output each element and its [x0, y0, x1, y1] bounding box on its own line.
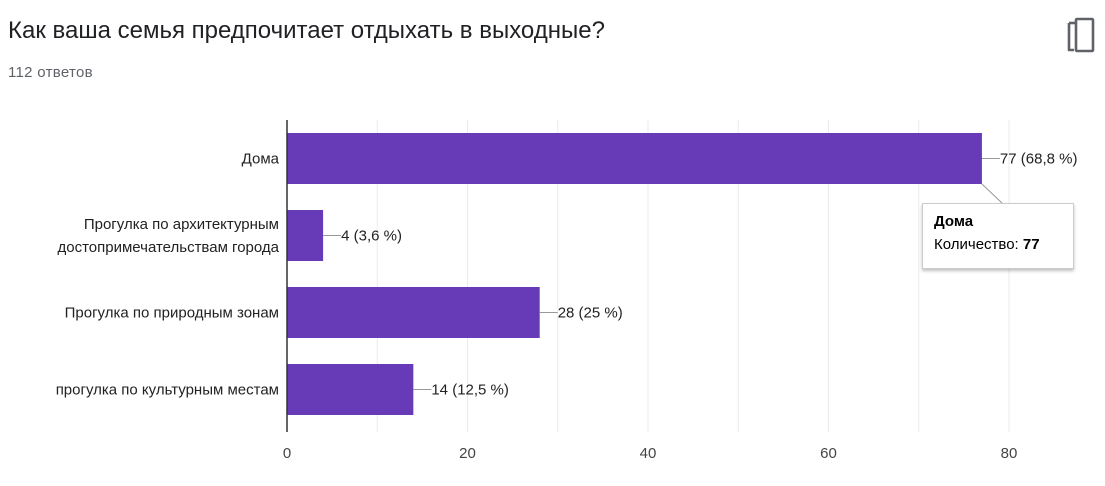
x-tick-label: 20	[459, 445, 476, 462]
response-count: 112 ответов	[8, 64, 93, 81]
x-tick-label: 0	[283, 445, 291, 462]
category-label: прогулка по культурным местам	[56, 382, 279, 399]
tooltip-title: Дома	[934, 213, 974, 230]
category-label: достопримечательствам города	[57, 239, 279, 256]
bar	[287, 287, 540, 338]
category-label: Прогулка по природным зонам	[65, 305, 279, 322]
data-label: 28 (25 %)	[558, 305, 623, 322]
tooltip: Дома Количество: 77	[922, 203, 1074, 269]
tooltip-pointer	[981, 183, 1003, 204]
category-label: Дома	[242, 151, 280, 168]
bar	[287, 364, 414, 415]
copy-icon	[1067, 17, 1095, 53]
x-tick-label: 40	[640, 445, 657, 462]
data-label: 4 (3,6 %)	[341, 228, 402, 245]
x-tick-label: 80	[1001, 445, 1018, 462]
data-label: 14 (12,5 %)	[431, 382, 509, 399]
question-title: Как ваша семья предпочитает отдыхать в в…	[8, 17, 605, 44]
copy-chart-button[interactable]	[1060, 14, 1100, 58]
bar	[287, 133, 982, 184]
tooltip-label: Количество:	[934, 236, 1019, 253]
bar	[287, 210, 324, 261]
tooltip-value: 77	[1022, 236, 1040, 253]
tooltip-line: Количество: 77	[934, 236, 1073, 253]
category-label: Прогулка по архитектурным	[84, 216, 279, 233]
data-label: 77 (68,8 %)	[1000, 151, 1078, 168]
x-tick-label: 60	[820, 445, 837, 462]
